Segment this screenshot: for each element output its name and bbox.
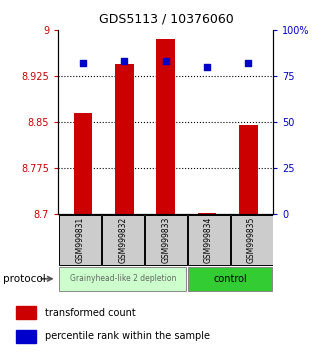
Text: GSM999833: GSM999833 xyxy=(161,217,170,263)
Point xyxy=(246,61,251,66)
Text: GSM999831: GSM999831 xyxy=(75,217,84,263)
Bar xyxy=(157,39,175,214)
Bar xyxy=(145,215,187,265)
Bar xyxy=(102,215,144,265)
Point xyxy=(204,64,210,70)
Bar xyxy=(115,64,134,214)
Bar xyxy=(188,267,272,291)
Text: Grainyhead-like 2 depletion: Grainyhead-like 2 depletion xyxy=(70,274,176,283)
Text: transformed count: transformed count xyxy=(46,308,136,318)
Bar xyxy=(187,215,230,265)
Text: percentile rank within the sample: percentile rank within the sample xyxy=(46,331,210,341)
Text: GSM999835: GSM999835 xyxy=(247,217,256,263)
Text: control: control xyxy=(213,274,247,284)
Bar xyxy=(239,125,257,214)
Text: GSM999834: GSM999834 xyxy=(204,217,213,263)
Bar xyxy=(59,215,101,265)
Bar xyxy=(16,330,36,343)
Bar xyxy=(74,113,92,214)
Point xyxy=(163,58,168,64)
Text: protocol: protocol xyxy=(3,274,46,284)
Text: GDS5113 / 10376060: GDS5113 / 10376060 xyxy=(99,12,234,25)
Bar xyxy=(16,306,36,319)
Point xyxy=(80,61,86,66)
Bar xyxy=(230,215,273,265)
Text: GSM999832: GSM999832 xyxy=(118,217,127,263)
Point xyxy=(122,58,127,64)
Bar xyxy=(198,213,216,214)
Bar xyxy=(59,267,186,291)
